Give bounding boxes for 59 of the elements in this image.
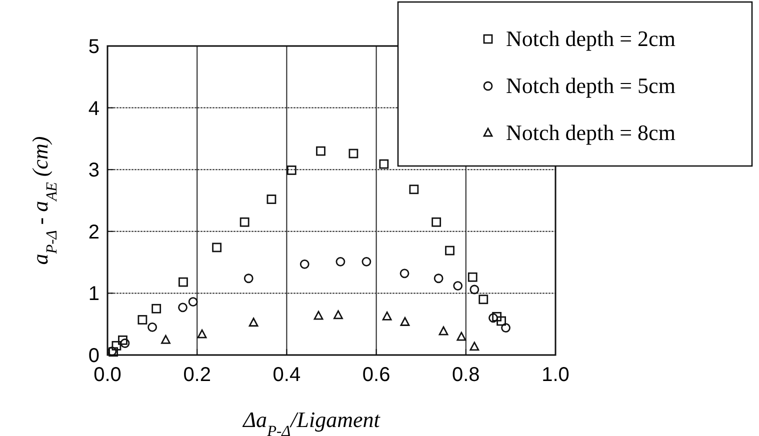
point bbox=[456, 332, 466, 341]
x-tick-label: 0.0 bbox=[94, 364, 122, 386]
point bbox=[434, 274, 444, 284]
y-tick-label: 1 bbox=[88, 283, 100, 306]
legend-label: Notch depth = 8cm bbox=[506, 120, 676, 145]
point bbox=[445, 246, 454, 256]
point bbox=[120, 338, 130, 348]
y-tick-label: 5 bbox=[88, 36, 100, 58]
x-tick-label: 0.4 bbox=[272, 364, 301, 386]
point bbox=[478, 294, 488, 304]
x-tick-label: 0.2 bbox=[183, 364, 212, 386]
point bbox=[334, 310, 343, 320]
point bbox=[362, 256, 372, 266]
x-axis-title: Δa$_{P-Δ}$/Ligament bbox=[242, 407, 381, 436]
point bbox=[118, 335, 128, 345]
point bbox=[492, 312, 502, 322]
point bbox=[432, 217, 442, 227]
point bbox=[112, 341, 122, 350]
legend-label: Notch depth = 2cm bbox=[506, 26, 676, 51]
point bbox=[161, 334, 170, 344]
point bbox=[148, 322, 157, 332]
point bbox=[314, 310, 324, 320]
point bbox=[379, 159, 389, 169]
point bbox=[336, 256, 346, 266]
point bbox=[438, 326, 448, 336]
point bbox=[400, 317, 410, 326]
point bbox=[316, 146, 326, 156]
point bbox=[470, 284, 480, 294]
point bbox=[178, 302, 188, 312]
point bbox=[244, 274, 254, 284]
point bbox=[188, 297, 198, 307]
point bbox=[470, 342, 480, 351]
point bbox=[348, 148, 358, 158]
point bbox=[178, 277, 188, 287]
y-tick-label: 3 bbox=[88, 160, 100, 182]
point bbox=[300, 259, 310, 269]
point bbox=[501, 323, 510, 333]
point bbox=[496, 316, 506, 326]
x-tick-label: 0.8 bbox=[452, 364, 480, 386]
point bbox=[453, 281, 463, 290]
legend-label: Notch depth = 5cm bbox=[506, 73, 676, 98]
point bbox=[488, 313, 498, 323]
point bbox=[152, 304, 162, 314]
point bbox=[240, 217, 250, 227]
point bbox=[400, 268, 410, 278]
point bbox=[138, 315, 148, 324]
point bbox=[248, 318, 258, 327]
point bbox=[212, 242, 222, 252]
point bbox=[266, 194, 276, 204]
point bbox=[468, 272, 478, 282]
x-tick-label: 1.0 bbox=[542, 364, 570, 386]
point bbox=[382, 311, 392, 320]
y-tick-label: 4 bbox=[88, 98, 100, 120]
point bbox=[286, 166, 296, 175]
x-tick-label: 0.6 bbox=[362, 364, 390, 386]
y-tick-label: 0 bbox=[88, 345, 100, 367]
point bbox=[197, 329, 207, 338]
y-tick-label: 2 bbox=[88, 221, 100, 244]
point bbox=[409, 184, 419, 194]
